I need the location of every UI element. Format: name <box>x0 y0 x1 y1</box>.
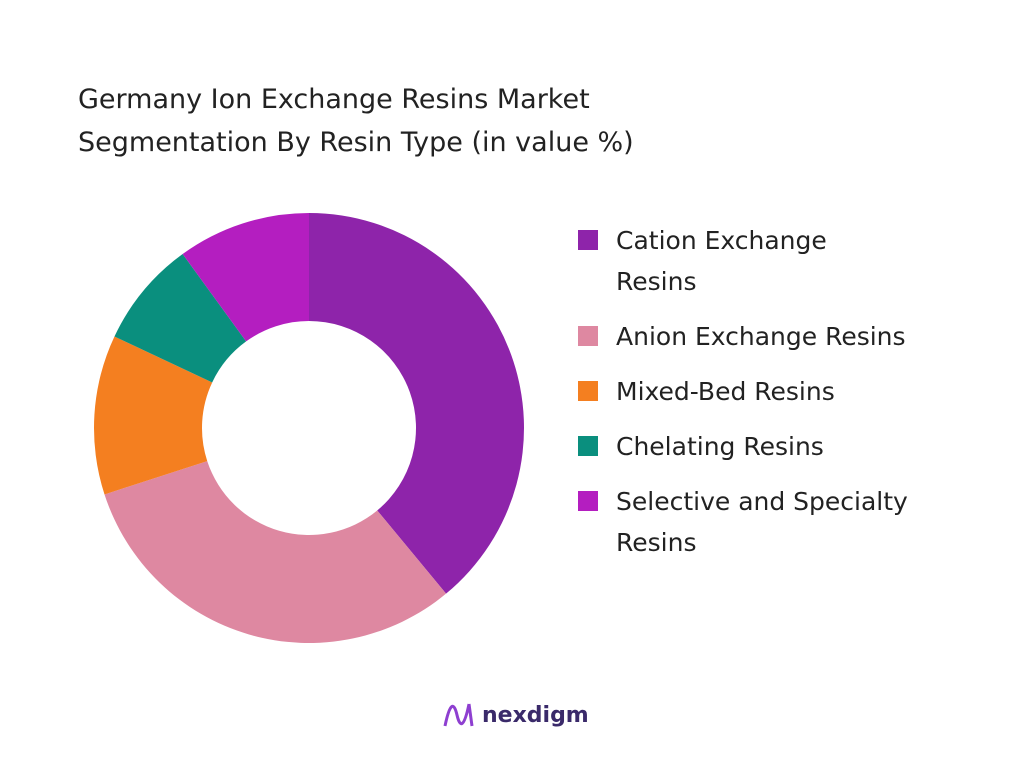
legend-label: Cation Exchange Resins <box>616 226 827 296</box>
legend-label: Chelating Resins <box>616 432 824 461</box>
legend-item: Mixed-Bed Resins <box>578 371 956 412</box>
brand: nexdigm <box>442 700 589 730</box>
brand-logo <box>443 703 474 727</box>
legend-item: Cation Exchange Resins <box>578 220 956 302</box>
pie-slice <box>309 213 524 594</box>
legend-label: Selective and Specialty Resins <box>616 487 908 557</box>
legend-swatch <box>578 326 598 346</box>
legend-item: Anion Exchange Resins <box>578 316 956 357</box>
legend-swatch <box>578 230 598 250</box>
chart-title: Germany Ion Exchange Resins Market Segme… <box>78 84 634 158</box>
legend-label: Anion Exchange Resins <box>616 322 906 351</box>
pie-slice <box>94 336 213 495</box>
pie-slice <box>114 254 247 383</box>
legend-swatch <box>578 381 598 401</box>
legend-swatch <box>578 491 598 511</box>
legend-label: Mixed-Bed Resins <box>616 377 835 406</box>
legend-swatch <box>578 436 598 456</box>
brand-name: nexdigm <box>482 702 589 728</box>
legend: Cation Exchange Resins Anion Exchange Res… <box>578 220 956 577</box>
pie-slice <box>104 461 447 643</box>
legend-item: Selective and Specialty Resins <box>578 481 956 563</box>
legend-item: Chelating Resins <box>578 426 956 467</box>
pie-slice <box>182 213 309 342</box>
